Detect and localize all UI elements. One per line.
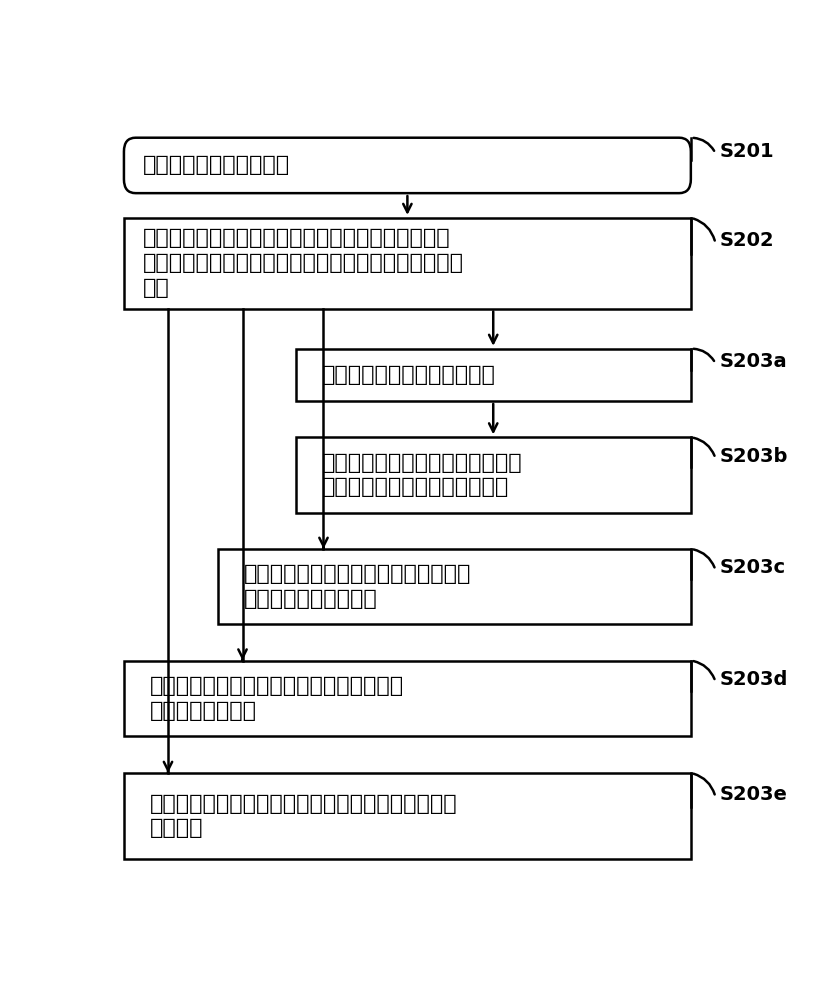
- Text: S201: S201: [720, 142, 775, 161]
- Text: 当所述体温小于预设第一体温值，还发出预设第四提
醒信号。: 当所述体温小于预设第一体温值，还发出预设第四提 醒信号。: [150, 794, 457, 838]
- Bar: [218, 549, 691, 624]
- Text: S203b: S203b: [720, 447, 788, 466]
- Text: S203d: S203d: [720, 670, 788, 689]
- Bar: [296, 437, 691, 513]
- Text: 当所述体温处于持续降低的状态，还发出预
设第三提醒信号；: 当所述体温处于持续降低的状态，还发出预 设第三提醒信号；: [150, 676, 404, 721]
- Text: S203c: S203c: [720, 558, 786, 577]
- Bar: [296, 349, 691, 401]
- Bar: [124, 218, 691, 309]
- Text: 当所述体温大于等于预设第一体温
值，还发出预设第一提醒信号；: 当所述体温大于等于预设第一体温 值，还发出预设第一提醒信号；: [322, 453, 522, 497]
- Text: 检测体温和退热贴温度；: 检测体温和退热贴温度；: [144, 155, 290, 175]
- Text: S203e: S203e: [720, 785, 788, 804]
- Text: S202: S202: [720, 231, 775, 250]
- Text: 当所述体温处于持续升高的状态，还发
出预设第二提醒信号；: 当所述体温处于持续升高的状态，还发 出预设第二提醒信号；: [244, 564, 472, 609]
- Bar: [124, 773, 691, 859]
- FancyBboxPatch shape: [124, 138, 691, 193]
- Text: S203a: S203a: [720, 352, 788, 371]
- Text: 发出检测的所述体温的信息；: 发出检测的所述体温的信息；: [322, 365, 496, 385]
- Bar: [124, 661, 691, 736]
- Text: 当所述体温和退热贴温度的差值小于等于预设差值的
状态持续的时长大于等于预设时长，则发出预设提醒信
号；: 当所述体温和退热贴温度的差值小于等于预设差值的 状态持续的时长大于等于预设时长，…: [144, 228, 464, 298]
